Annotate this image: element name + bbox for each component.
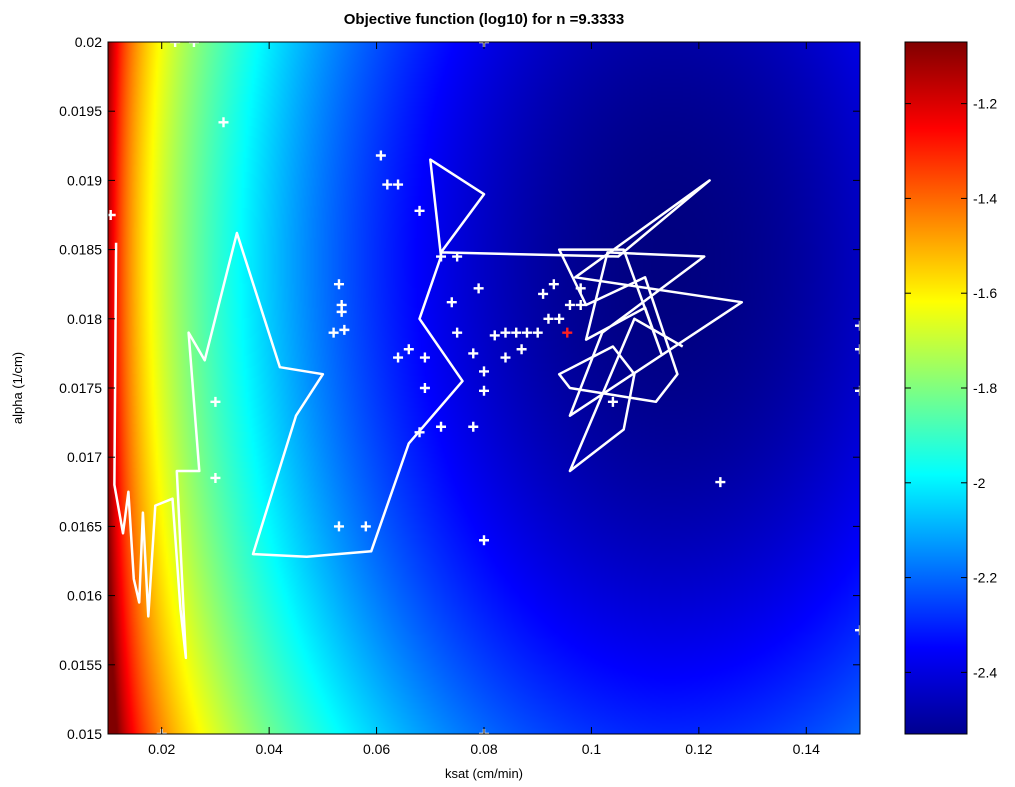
sample-point-marker <box>532 327 543 338</box>
colorbar-tick-label: -1.4 <box>973 190 997 206</box>
chart-title: Objective function (log10) for n =9.3333 <box>344 11 624 28</box>
colorbar-axis: -2.4 -2.2 -2 -1.8 -1.6 -1.4 -1.2 <box>905 96 997 680</box>
sample-point-marker <box>489 330 500 341</box>
colorbar-tick-label: -1.8 <box>973 380 997 396</box>
sample-point-marker <box>382 179 393 190</box>
colorbar-tick-label: -1.2 <box>973 96 997 112</box>
x-tick-label: 0.12 <box>685 741 712 757</box>
sample-point-marker <box>436 251 447 262</box>
sample-point-marker <box>446 297 457 308</box>
sample-point-marker <box>516 344 527 355</box>
y-tick-label: 0.0185 <box>59 242 102 258</box>
y-tick-label: 0.015 <box>67 726 102 742</box>
colorbar-tick-label: -2 <box>973 475 986 491</box>
sample-point-marker <box>339 324 350 335</box>
sample-point-marker <box>715 477 726 488</box>
sample-point-marker <box>403 344 414 355</box>
sample-point-marker <box>452 251 463 262</box>
sample-point-marker <box>468 348 479 359</box>
x-axis-label: ksat (cm/min) <box>445 766 523 781</box>
y-tick-label: 0.017 <box>67 449 102 465</box>
sample-point-marker <box>479 385 489 396</box>
y-axis: 0.015 0.0155 0.016 0.0165 0.017 0.0175 0.018 0.… <box>59 34 860 742</box>
sample-point-marker <box>375 150 386 161</box>
colorbar-tick-label: -1.6 <box>973 285 997 301</box>
sample-point-marker <box>543 313 554 324</box>
sample-point-marker <box>538 288 549 299</box>
sample-point-marker <box>855 625 860 636</box>
sample-point-marker <box>336 299 347 310</box>
y-tick-label: 0.02 <box>75 34 102 50</box>
sample-point-marker <box>333 521 344 532</box>
x-tick-label: 0.1 <box>582 741 602 757</box>
x-tick-label: 0.14 <box>793 741 820 757</box>
sample-point-marker <box>511 327 522 338</box>
sample-point-marker <box>452 327 463 338</box>
sample-point-marker <box>855 385 860 396</box>
sample-point-marker <box>479 535 489 546</box>
sample-point-marker <box>360 521 371 532</box>
sample-point-marker <box>500 327 511 338</box>
sample-point-marker <box>414 427 425 438</box>
sample-point-marker <box>575 299 586 310</box>
sample-point-marker <box>414 205 425 216</box>
x-tick-label: 0.04 <box>256 741 283 757</box>
sample-point-marker <box>607 396 618 407</box>
sample-point-marker <box>170 42 181 47</box>
best-point-marker <box>562 327 573 338</box>
x-tick-label: 0.08 <box>470 741 497 757</box>
y-tick-label: 0.0175 <box>59 380 102 396</box>
sample-point-marker <box>575 283 586 294</box>
y-axis-label: alpha (1/cm) <box>10 352 25 424</box>
sample-point-marker <box>436 421 447 432</box>
sample-point-marker <box>500 352 511 363</box>
y-tick-label: 0.0195 <box>59 103 102 119</box>
sample-point-marker <box>393 179 404 190</box>
y-tick-label: 0.0165 <box>59 518 102 534</box>
colorbar <box>904 41 968 735</box>
sample-point-marker <box>328 327 339 338</box>
colorbar-tick-label: -2.2 <box>973 570 997 586</box>
sample-point-marker <box>210 396 221 407</box>
sample-point-marker <box>393 352 404 363</box>
x-axis: 0.02 0.04 0.06 0.08 0.1 0.12 0.14 <box>148 42 820 757</box>
sample-point-marker <box>218 117 229 128</box>
colorbar-tick-label: -2.4 <box>973 664 997 680</box>
sample-point-marker <box>479 366 489 377</box>
y-tick-label: 0.016 <box>67 588 102 604</box>
sample-point-marker <box>188 42 199 47</box>
y-tick-label: 0.018 <box>67 311 102 327</box>
sample-point-marker <box>468 421 479 432</box>
sample-point-marker <box>419 383 430 393</box>
y-tick-label: 0.019 <box>67 172 102 188</box>
sample-point-marker <box>333 279 344 290</box>
sample-point-marker <box>855 320 860 331</box>
search-overlay <box>108 42 860 734</box>
x-tick-label: 0.02 <box>148 741 175 757</box>
sample-point-marker <box>108 210 116 220</box>
sample-point-marker <box>521 327 532 338</box>
sample-point-marker <box>419 352 430 363</box>
sample-point-marker <box>855 344 860 355</box>
x-tick-label: 0.06 <box>363 741 390 757</box>
sample-point-marker <box>554 313 565 324</box>
sample-point-marker <box>473 283 484 294</box>
y-tick-label: 0.0155 <box>59 657 102 673</box>
sample-point-marker <box>548 279 559 290</box>
sample-point-marker <box>564 299 575 310</box>
search-path-line <box>113 158 744 660</box>
sample-point-marker <box>210 472 221 483</box>
